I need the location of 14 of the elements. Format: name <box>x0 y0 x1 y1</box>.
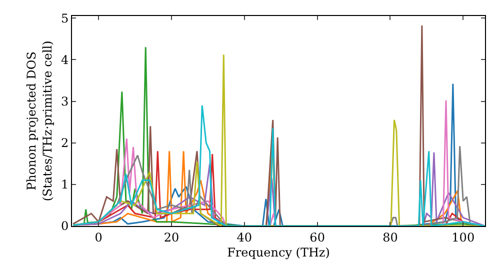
y-tick-label: 5 <box>60 11 69 26</box>
y-tick-label: 0 <box>60 219 69 234</box>
y-tick-label: 1 <box>60 178 69 192</box>
x-tick-label: 60 <box>310 230 325 244</box>
x-tick-label: 40 <box>236 230 252 244</box>
x-tick-label: 100 <box>452 230 475 244</box>
y-tick-label: 3 <box>60 94 69 108</box>
y-tick-label: 4 <box>60 52 69 67</box>
x-tick-label: 0 <box>94 230 102 244</box>
y-tick-label: 2 <box>60 136 69 150</box>
y-axis-title: Phonon projected DOS (States/THz·primitive cell) <box>24 40 54 202</box>
x-tick-label: 20 <box>164 230 180 244</box>
x-tick-label: 80 <box>382 230 398 244</box>
x-axis-title: Frequency (THz) <box>227 245 330 260</box>
